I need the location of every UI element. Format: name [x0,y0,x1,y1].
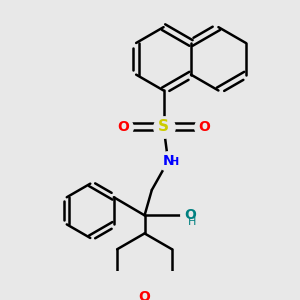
Text: S: S [158,119,169,134]
Text: O: O [184,208,196,222]
Text: H: H [170,158,179,167]
Text: H: H [188,217,197,227]
Text: O: O [117,120,129,134]
Text: O: O [139,290,151,300]
Text: N: N [162,154,174,168]
Text: O: O [198,120,210,134]
